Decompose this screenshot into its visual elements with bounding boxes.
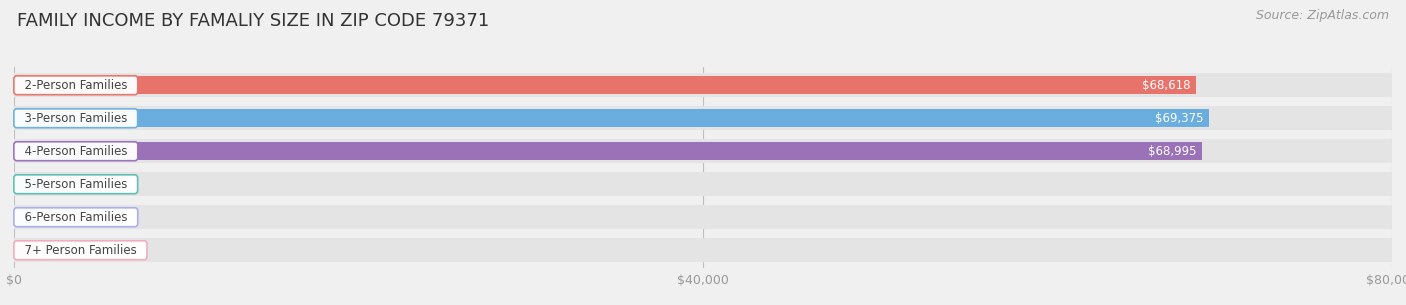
Text: 5-Person Families: 5-Person Families [17, 178, 135, 191]
Bar [14, 239, 1392, 262]
Bar [14, 142, 1202, 160]
Text: $0: $0 [45, 244, 59, 257]
Bar [14, 172, 1392, 196]
Text: FAMILY INCOME BY FAMALIY SIZE IN ZIP CODE 79371: FAMILY INCOME BY FAMALIY SIZE IN ZIP COD… [17, 12, 489, 30]
Text: 2-Person Families: 2-Person Families [17, 79, 135, 92]
Text: $68,618: $68,618 [1142, 79, 1191, 92]
Bar [14, 76, 1197, 94]
Bar [14, 241, 39, 259]
Bar [14, 139, 1392, 163]
Text: 6-Person Families: 6-Person Families [17, 211, 135, 224]
Bar [14, 109, 1209, 127]
Bar [14, 208, 39, 226]
Bar [14, 175, 39, 193]
Bar [14, 106, 1392, 130]
Text: $0: $0 [45, 211, 59, 224]
Text: $69,375: $69,375 [1154, 112, 1204, 125]
Text: Source: ZipAtlas.com: Source: ZipAtlas.com [1256, 9, 1389, 22]
Bar [14, 205, 1392, 229]
Text: 7+ Person Families: 7+ Person Families [17, 244, 143, 257]
Bar [14, 74, 1392, 97]
Text: $68,995: $68,995 [1149, 145, 1197, 158]
Text: $0: $0 [45, 178, 59, 191]
Text: 4-Person Families: 4-Person Families [17, 145, 135, 158]
Text: 3-Person Families: 3-Person Families [17, 112, 135, 125]
